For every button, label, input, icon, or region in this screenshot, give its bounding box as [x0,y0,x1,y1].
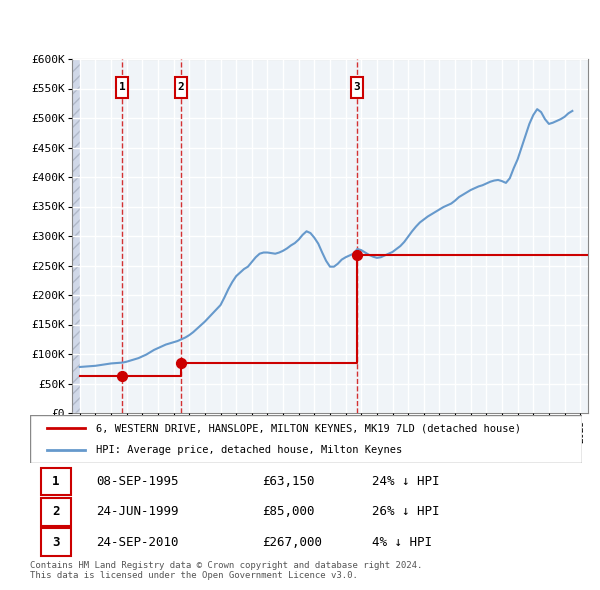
Text: 4% ↓ HPI: 4% ↓ HPI [372,536,432,549]
Text: 2: 2 [52,505,59,519]
FancyBboxPatch shape [175,77,187,98]
Text: 1: 1 [119,83,125,92]
Text: Contains HM Land Registry data © Crown copyright and database right 2024.
This d: Contains HM Land Registry data © Crown c… [30,560,422,580]
Text: 26% ↓ HPI: 26% ↓ HPI [372,505,440,519]
Text: 08-SEP-1995: 08-SEP-1995 [96,475,179,488]
FancyBboxPatch shape [41,528,71,556]
Text: £85,000: £85,000 [262,505,314,519]
FancyBboxPatch shape [30,415,582,463]
Text: 2: 2 [178,83,185,92]
FancyBboxPatch shape [351,77,364,98]
Text: 3: 3 [353,83,361,92]
FancyBboxPatch shape [41,498,71,526]
Text: 6, WESTERN DRIVE, HANSLOPE, MILTON KEYNES, MK19 7LD (detached house): 6, WESTERN DRIVE, HANSLOPE, MILTON KEYNE… [96,423,521,433]
Text: 24% ↓ HPI: 24% ↓ HPI [372,475,440,488]
Text: 24-SEP-2010: 24-SEP-2010 [96,536,179,549]
Text: 1: 1 [52,475,59,488]
FancyBboxPatch shape [41,468,71,496]
Point [117,371,127,381]
Bar [72,59,80,413]
Point [352,251,362,260]
Text: £63,150: £63,150 [262,475,314,488]
Text: 24-JUN-1999: 24-JUN-1999 [96,505,179,519]
Text: 3: 3 [52,536,59,549]
Point [176,358,186,368]
Text: £267,000: £267,000 [262,536,322,549]
FancyBboxPatch shape [116,77,128,98]
Text: HPI: Average price, detached house, Milton Keynes: HPI: Average price, detached house, Milt… [96,445,403,455]
